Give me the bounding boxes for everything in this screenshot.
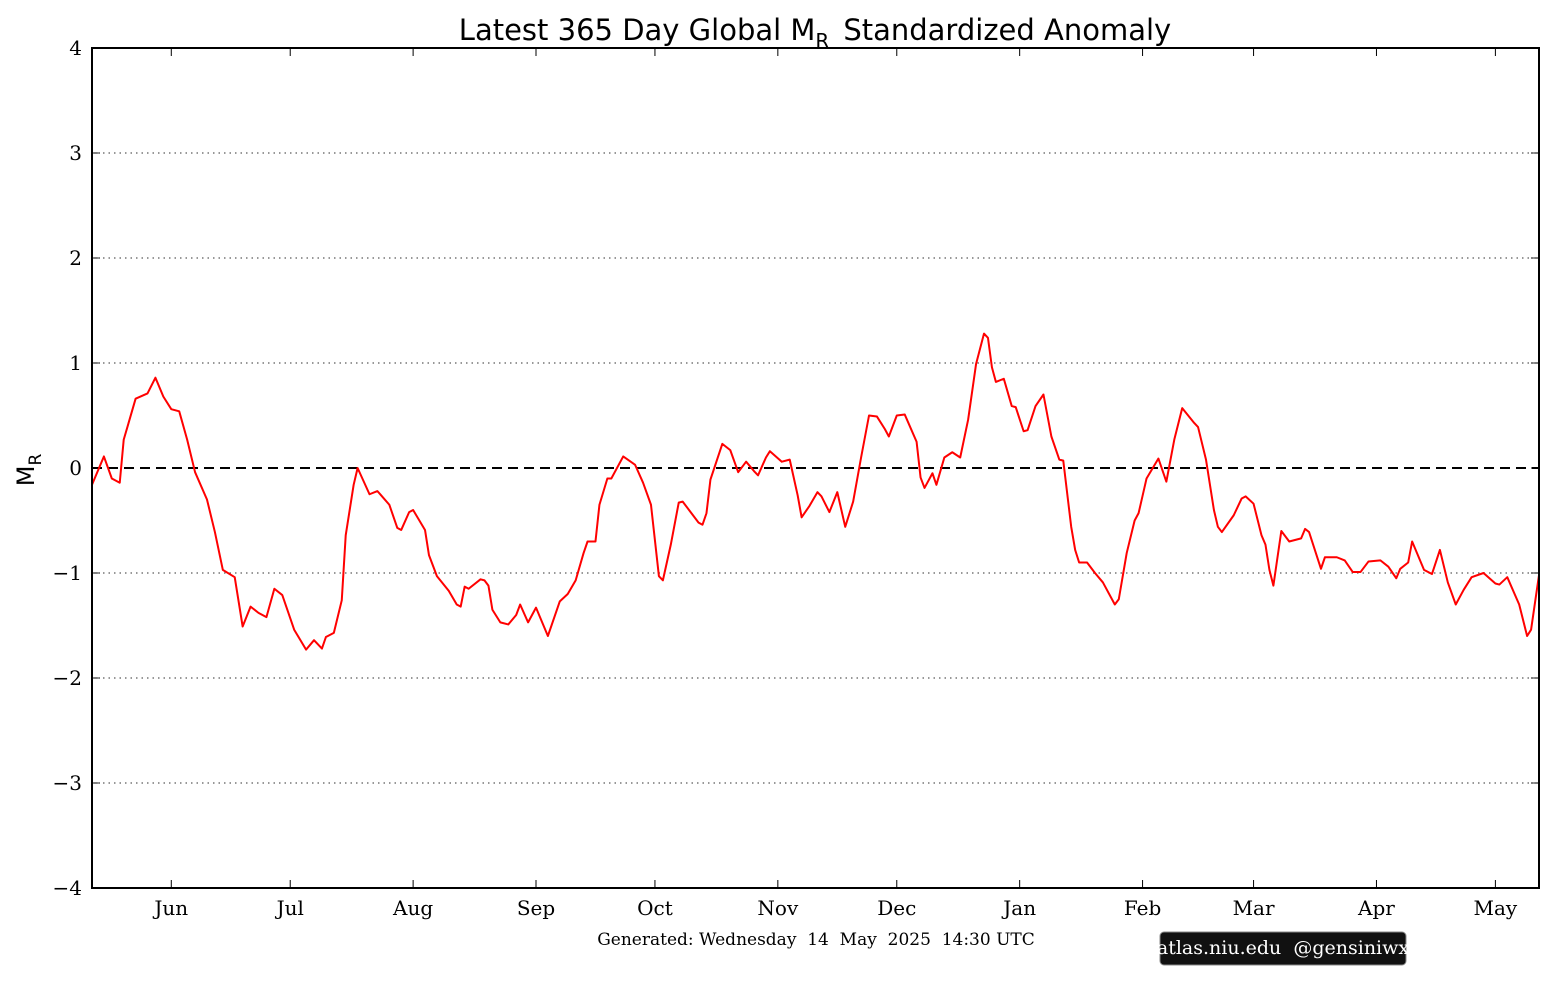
x-tick-label: Sep xyxy=(517,896,555,920)
credit: atlas.niu.edu @gensiniwx xyxy=(1157,937,1410,959)
y-tick-label: −1 xyxy=(53,561,82,585)
y-tick-label: −3 xyxy=(53,771,82,795)
x-tick-label: Oct xyxy=(637,896,673,920)
x-tick-label: Mar xyxy=(1233,896,1275,920)
y-tick-label: −2 xyxy=(53,666,82,690)
title-subscript: R xyxy=(815,29,829,53)
y-axis-label: MR xyxy=(12,454,46,487)
y-tick-label: 2 xyxy=(69,246,82,270)
x-tick-label: Feb xyxy=(1124,896,1161,920)
y-tick-label: 3 xyxy=(69,141,82,165)
plot-area: −4 −3 −2 −1 0 1 2 3 4 Jun Jul Aug Sep Oct Nov Dec Jan Feb… xyxy=(53,36,1540,920)
title-end: Standardized Anomaly xyxy=(843,13,1171,47)
ylabel-subscript: R xyxy=(26,454,46,466)
credit-box xyxy=(1159,931,1407,966)
y-tick-label: 1 xyxy=(69,351,82,375)
plot-frame xyxy=(91,47,1540,889)
y-tick-label: 4 xyxy=(69,36,82,60)
ylabel-main: M xyxy=(12,466,40,487)
title-main: Latest 365 Day Global M xyxy=(459,13,816,47)
y-tick-label: −4 xyxy=(53,876,82,900)
x-tick-label: Jul xyxy=(275,896,304,920)
footer: Generated: Wednesday 14 May 2025 14:30 U… xyxy=(597,930,1035,950)
x-tick-label: Aug xyxy=(392,896,433,920)
chart-title: Latest 365 Day Global MR Standardized Ano… xyxy=(459,13,1171,53)
x-tick-label: Dec xyxy=(877,896,916,920)
x-tick-label: May xyxy=(1474,896,1518,920)
x-tick-label: Jun xyxy=(152,896,188,920)
x-tick-label: Nov xyxy=(757,896,799,920)
data-line xyxy=(91,332,1540,651)
y-tick-label: 0 xyxy=(69,456,82,480)
x-tick-label: Jan xyxy=(1001,896,1036,920)
x-tick-label: Apr xyxy=(1357,896,1395,920)
